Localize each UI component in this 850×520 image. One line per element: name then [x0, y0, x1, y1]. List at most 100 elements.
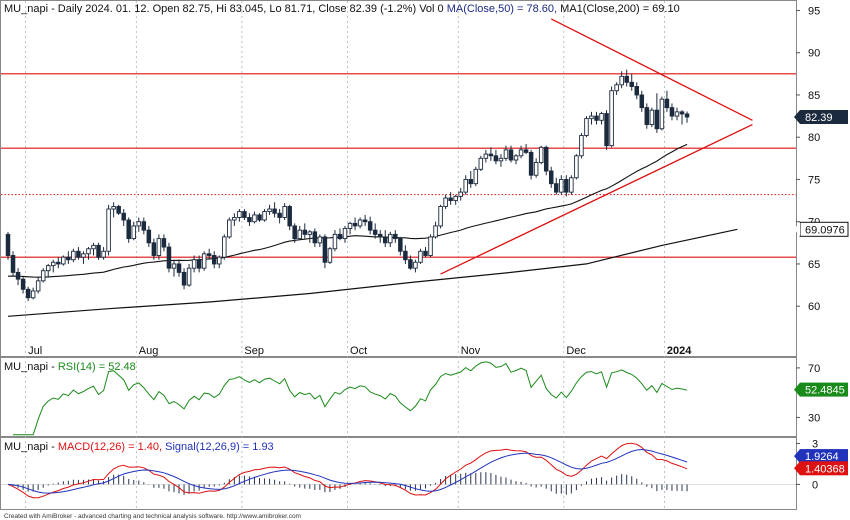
- candle-body: [684, 113, 690, 118]
- candle-body: [614, 84, 619, 92]
- candle-body: [40, 270, 46, 282]
- candle: [30, 287, 36, 300]
- candle: [579, 132, 584, 159]
- candle: [161, 234, 167, 252]
- candle-body: [433, 225, 438, 238]
- candle: [302, 223, 308, 239]
- candle-body: [327, 248, 333, 263]
- candle: [548, 166, 554, 188]
- candle-body: [282, 206, 287, 218]
- month-label: Dec: [566, 345, 586, 357]
- candle: [40, 268, 46, 283]
- price-header: MU_napi - Daily 2024. 01. 12. Open 82.75…: [4, 3, 680, 15]
- close-price-badge: 82.39: [794, 110, 848, 125]
- close-price-badge-bg: [800, 110, 848, 125]
- candle-body: [503, 149, 509, 159]
- candle: [438, 204, 443, 229]
- candle-body: [669, 107, 675, 117]
- candle-body: [468, 178, 474, 185]
- candle-body: [423, 250, 428, 256]
- candle: [146, 225, 152, 248]
- candle: [15, 268, 21, 286]
- candle-body: [161, 238, 167, 248]
- candle-body: [609, 90, 614, 147]
- candle-body: [543, 146, 549, 172]
- candle-body: [458, 191, 463, 197]
- candle-body: [513, 155, 519, 161]
- macd-tick-label: 3: [812, 438, 818, 450]
- candle-body: [352, 222, 358, 227]
- candle: [473, 166, 479, 187]
- candle: [533, 158, 539, 178]
- candle: [488, 147, 494, 161]
- candle: [191, 255, 197, 273]
- candle: [619, 71, 624, 89]
- candle-body: [111, 206, 116, 210]
- candle: [267, 204, 272, 215]
- candle-body: [398, 238, 403, 252]
- candle-body: [448, 197, 453, 202]
- candle-body: [186, 267, 192, 286]
- candle: [644, 103, 650, 129]
- candle: [362, 214, 368, 226]
- signal-line: [7, 448, 688, 494]
- candle: [538, 145, 544, 165]
- candle-body: [257, 214, 262, 221]
- rsi-badge-arrow: [794, 382, 800, 397]
- candle: [20, 276, 26, 294]
- candle: [574, 154, 579, 180]
- candle-body: [594, 115, 599, 121]
- candle: [307, 230, 313, 243]
- close-price-badge-text: 82.39: [805, 112, 833, 124]
- candle: [10, 251, 16, 277]
- candle: [35, 276, 41, 294]
- candle-body: [66, 256, 71, 261]
- candle-body: [101, 250, 106, 258]
- candle: [388, 231, 393, 248]
- candle: [513, 154, 519, 165]
- candle-body: [428, 236, 433, 256]
- candle-body: [624, 75, 629, 83]
- candle-body: [171, 263, 177, 269]
- signal-badge-arrow: [794, 449, 800, 464]
- candle-body: [56, 261, 61, 265]
- ma50-line: [7, 143, 688, 278]
- candle-body: [443, 197, 448, 207]
- candle: [463, 175, 468, 195]
- candle-body: [206, 253, 212, 256]
- candle-body: [15, 271, 21, 280]
- candle-body: [217, 256, 222, 265]
- candle-body: [136, 221, 142, 227]
- candle-body: [292, 225, 297, 240]
- candle-body: [654, 109, 660, 130]
- candle-body: [51, 261, 56, 267]
- candle: [206, 248, 212, 260]
- ma200-header: MA1(Close,200) = 69.10: [560, 3, 680, 15]
- candle: [679, 110, 685, 125]
- candle: [589, 111, 594, 125]
- candle-body: [35, 280, 41, 292]
- ma200-badge-text: 69.0976: [805, 224, 845, 236]
- candle: [629, 73, 634, 91]
- candle: [458, 187, 463, 201]
- candle-body: [418, 250, 423, 263]
- candle: [403, 245, 408, 264]
- candle: [584, 116, 589, 138]
- candle: [282, 203, 287, 221]
- candle: [684, 111, 690, 123]
- candle-body: [377, 233, 383, 238]
- signal-badge-bg: [800, 449, 848, 464]
- candle-body: [116, 206, 121, 214]
- candle-body: [71, 250, 76, 261]
- candle: [614, 82, 619, 95]
- macd-header: MU_napi - MACD(12,26) = 1.40, Signal(12,…: [4, 441, 274, 453]
- candle: [337, 228, 343, 241]
- candle: [639, 90, 645, 112]
- candle-body: [438, 206, 443, 227]
- candle-body: [357, 219, 363, 227]
- candle: [211, 251, 217, 269]
- candle: [654, 93, 660, 133]
- candle-body: [181, 271, 187, 286]
- candle: [448, 192, 453, 205]
- candle: [111, 202, 116, 218]
